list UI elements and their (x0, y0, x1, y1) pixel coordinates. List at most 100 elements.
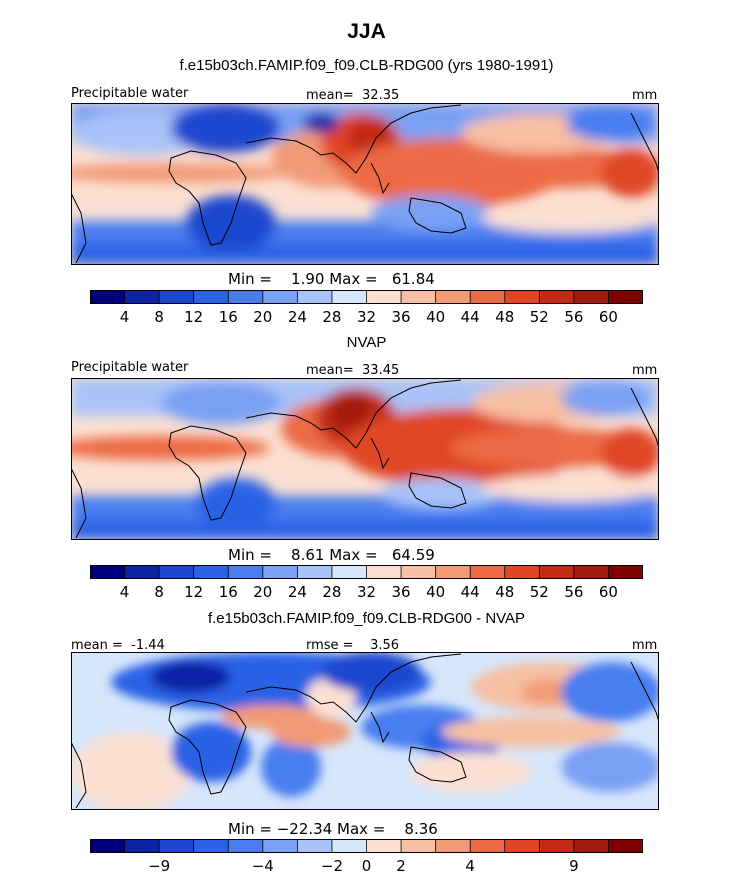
colorbar-tick-label: 44 (461, 308, 480, 326)
panel-2-mean-label: mean= 33.45 (306, 363, 400, 378)
colorbar-swatch (228, 290, 264, 304)
colorbar-tick-label: 48 (495, 583, 514, 601)
colorbar-swatch (159, 839, 195, 853)
panel-2-colorbar-svg: 4 8 12 16 20 24 28 32 36 40 44 48 52 56 60 (90, 565, 644, 601)
colorbar-swatch (262, 565, 298, 579)
colorbar-swatch (90, 565, 126, 579)
colorbar-swatch (228, 565, 264, 579)
colorbar-swatch (124, 565, 160, 579)
colorbar-swatch (262, 290, 298, 304)
colorbar-tick-label: 32 (357, 308, 376, 326)
colorbar-swatch (228, 839, 264, 853)
colorbar-swatch (401, 839, 437, 853)
panel-2-map-frame (71, 378, 659, 540)
colorbar-tick-label: 2 (396, 857, 406, 875)
colorbar-swatch (504, 839, 540, 853)
colorbar-swatch (331, 565, 367, 579)
colorbar-tick-label: 44 (461, 583, 480, 601)
panel-2-subtitle: NVAP (346, 334, 387, 351)
panel-1-colorbar: 4 8 12 16 20 24 28 32 36 40 44 48 52 56 60 (90, 290, 644, 330)
colorbar-tick-label: 60 (599, 308, 618, 326)
colorbar-swatch (331, 290, 367, 304)
colorbar-swatch (401, 290, 437, 304)
panel-3-mean-label: mean = -1.44 (71, 638, 165, 653)
colorbar-swatch (504, 565, 540, 579)
colorbar-tick-label: 60 (599, 583, 618, 601)
panel-3-colorbar-svg: −9 −4 −2 0 2 4 9 (90, 839, 644, 875)
panel-1-map-svg (51, 103, 661, 265)
colorbar-swatch (297, 290, 333, 304)
colorbar-swatch (608, 839, 644, 853)
colorbar-tick-label: 48 (495, 308, 514, 326)
panel-1-minmax: Min = 1.90 Max = 61.84 (228, 270, 435, 288)
panel-2-map (51, 378, 661, 540)
colorbar-tick-label: 40 (426, 583, 445, 601)
colorbar-tick-label: 8 (154, 308, 164, 326)
colorbar-swatch (539, 839, 575, 853)
panel-3-coastlines (70, 653, 660, 809)
panel-2-units-label: mm (632, 363, 658, 378)
colorbar-tick-label: 56 (564, 308, 583, 326)
colorbar-tick-label: 0 (362, 857, 372, 875)
panel-3-map-svg (70, 652, 661, 812)
colorbar-swatch (366, 290, 402, 304)
panel-1-subtitle: f.e15b03ch.FAMIP.f09_f09.CLB-RDG00 (yrs … (179, 57, 554, 74)
colorbar-tick-label: 12 (184, 583, 203, 601)
colorbar-swatch (470, 839, 506, 853)
colorbar-tick-label: 20 (253, 308, 272, 326)
colorbar-swatch (435, 290, 471, 304)
panel-2-variable-label: Precipitable water (71, 360, 189, 375)
colorbar-swatch (470, 290, 506, 304)
colorbar-tick-label: 28 (322, 583, 341, 601)
colorbar-swatch (573, 565, 609, 579)
colorbar-tick-label: −2 (321, 857, 343, 875)
colorbar-tick-label: 16 (219, 583, 238, 601)
colorbar-tick-label: 36 (392, 583, 411, 601)
panel-3-map-frame (71, 652, 659, 810)
colorbar-swatch (539, 290, 575, 304)
colorbar-swatch (608, 565, 644, 579)
panel-3-map (70, 652, 661, 812)
colorbar-tick-label: −4 (252, 857, 274, 875)
colorbar-swatch (90, 839, 126, 853)
colorbar-swatch (124, 839, 160, 853)
colorbar-swatch (366, 565, 402, 579)
colorbar-tick-label: 24 (288, 308, 307, 326)
colorbar-swatch (331, 839, 367, 853)
panel-1-units-label: mm (632, 88, 658, 103)
colorbar-swatch (159, 290, 195, 304)
colorbar-tick-label: 4 (120, 583, 130, 601)
colorbar-swatch (608, 290, 644, 304)
colorbar-swatch (539, 565, 575, 579)
colorbar-tick-label: 16 (219, 308, 238, 326)
panel-2-coastlines (70, 379, 660, 539)
colorbar-swatch (297, 565, 333, 579)
figure-title: JJA (347, 20, 386, 43)
colorbar-swatch (435, 565, 471, 579)
colorbar-swatch (193, 565, 229, 579)
colorbar-swatch (193, 839, 229, 853)
panel-3-colorbar: −9 −4 −2 0 2 4 9 (90, 839, 644, 877)
colorbar-swatch (435, 839, 471, 853)
panel-1-coastlines (70, 104, 660, 264)
colorbar-swatch (366, 839, 402, 853)
colorbar-swatch (297, 839, 333, 853)
colorbar-tick-label: 12 (184, 308, 203, 326)
colorbar-swatch (573, 290, 609, 304)
colorbar-tick-label: 40 (426, 308, 445, 326)
panel-1-map-frame (71, 103, 659, 265)
colorbar-swatch (159, 565, 195, 579)
colorbar-tick-label: 32 (357, 583, 376, 601)
colorbar-tick-label: 9 (569, 857, 579, 875)
panel-3-minmax: Min = −22.34 Max = 8.36 (228, 820, 438, 838)
colorbar-tick-label: 36 (392, 308, 411, 326)
colorbar-tick-label: 8 (154, 583, 164, 601)
colorbar-swatch (90, 290, 126, 304)
colorbar-tick-label: −9 (148, 857, 170, 875)
panel-2-map-svg (51, 378, 661, 540)
colorbar-tick-label: 56 (564, 583, 583, 601)
panel-2-minmax: Min = 8.61 Max = 64.59 (228, 546, 435, 564)
colorbar-tick-label: 24 (288, 583, 307, 601)
colorbar-swatch (193, 290, 229, 304)
panel-3-rmse-label: rmse = 3.56 (306, 638, 400, 653)
